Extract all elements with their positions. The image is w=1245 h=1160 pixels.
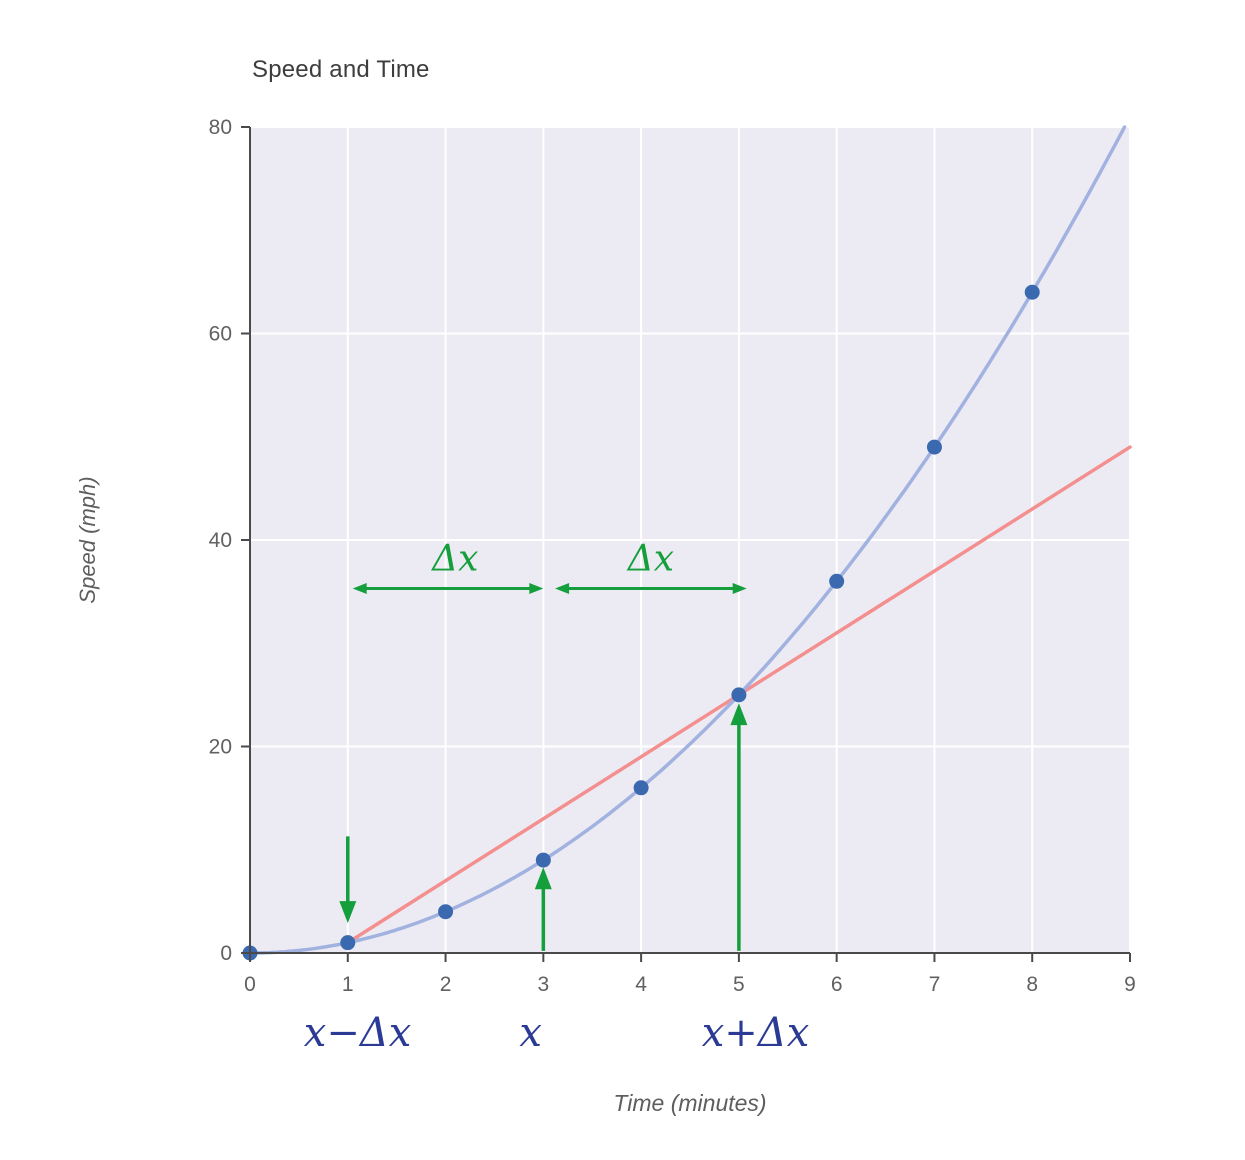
x-tick-label: 8	[1026, 973, 1038, 996]
x-axis-label: Time (minutes)	[613, 1090, 767, 1116]
x-tick-label: 1	[342, 973, 354, 996]
arrowhead-icon	[529, 583, 544, 594]
x-tick-label: 2	[440, 973, 452, 996]
x-tick-label: 5	[733, 973, 745, 996]
data-point	[1024, 284, 1040, 300]
arrowhead-icon	[730, 703, 748, 726]
data-point	[829, 573, 845, 589]
data-point	[926, 439, 942, 455]
x-tick-label: 9	[1124, 973, 1136, 996]
y-tick-label: 20	[209, 736, 232, 759]
data-point	[438, 904, 454, 920]
x-tick-label: 6	[831, 973, 843, 996]
data-point	[340, 935, 356, 951]
y-tick-label: 80	[209, 116, 232, 139]
x-annotation-label: x+Δx	[702, 1010, 810, 1056]
arrowhead-icon	[339, 901, 357, 924]
data-point	[731, 687, 747, 703]
arrowhead-icon	[352, 583, 367, 594]
x-tick-label: 4	[635, 973, 647, 996]
delta-x-label: Δx	[430, 539, 478, 580]
speed-curve	[248, 125, 1127, 955]
delta-x-label: Δx	[626, 539, 674, 580]
x-tick-label: 7	[929, 973, 941, 996]
x-tick-label: 0	[244, 973, 256, 996]
y-tick-label: 0	[220, 942, 232, 965]
x-annotation-label: x	[519, 1010, 542, 1056]
chart-title: Speed and Time	[252, 56, 430, 83]
arrowhead-icon	[534, 867, 552, 890]
data-point	[535, 852, 551, 868]
data-point	[633, 780, 649, 796]
arrowhead-icon	[555, 583, 570, 594]
x-tick-label: 3	[537, 973, 549, 996]
x-annotation-label: x−Δx	[304, 1010, 412, 1056]
y-tick-label: 60	[209, 323, 232, 346]
y-tick-label: 40	[209, 529, 232, 552]
arrowhead-icon	[732, 583, 747, 594]
